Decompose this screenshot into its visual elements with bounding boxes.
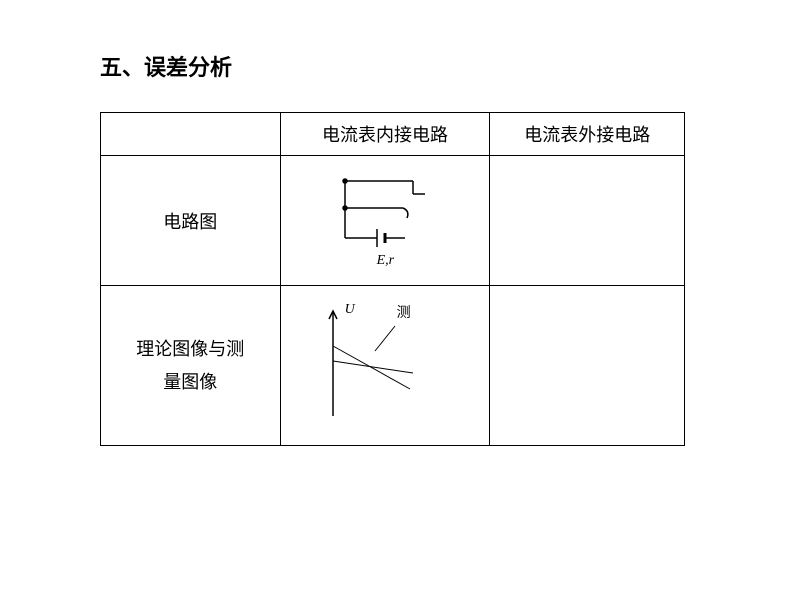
graph-label-line1: 理论图像与测: [109, 333, 272, 365]
graph-row-label: 理论图像与测 量图像: [101, 286, 281, 446]
y-axis-label: U: [345, 302, 355, 318]
table-header-row: 电流表内接电路 电流表外接电路: [101, 113, 685, 156]
section-title: 五、误差分析: [100, 50, 694, 82]
header-internal-circuit: 电流表内接电路: [280, 113, 490, 156]
circuit-internal-cell: E,r: [280, 156, 490, 286]
battery-label: E,r: [377, 253, 395, 269]
error-analysis-table: 电流表内接电路 电流表外接电路 电路图: [100, 112, 685, 446]
circuit-diagram-row: 电路图: [101, 156, 685, 286]
graph-row: 理论图像与测 量图像: [101, 286, 685, 446]
header-external-circuit: 电流表外接电路: [490, 113, 685, 156]
circuit-row-label: 电路图: [101, 156, 281, 286]
header-spacer: [101, 113, 281, 156]
graph-internal: [315, 301, 455, 431]
graph-external-cell: [490, 286, 685, 446]
measured-curve-label: 测: [397, 302, 411, 322]
graph-internal-cell: U 测: [280, 286, 490, 446]
graph-label-line2: 量图像: [109, 366, 272, 398]
circuit-external-cell: [490, 156, 685, 286]
